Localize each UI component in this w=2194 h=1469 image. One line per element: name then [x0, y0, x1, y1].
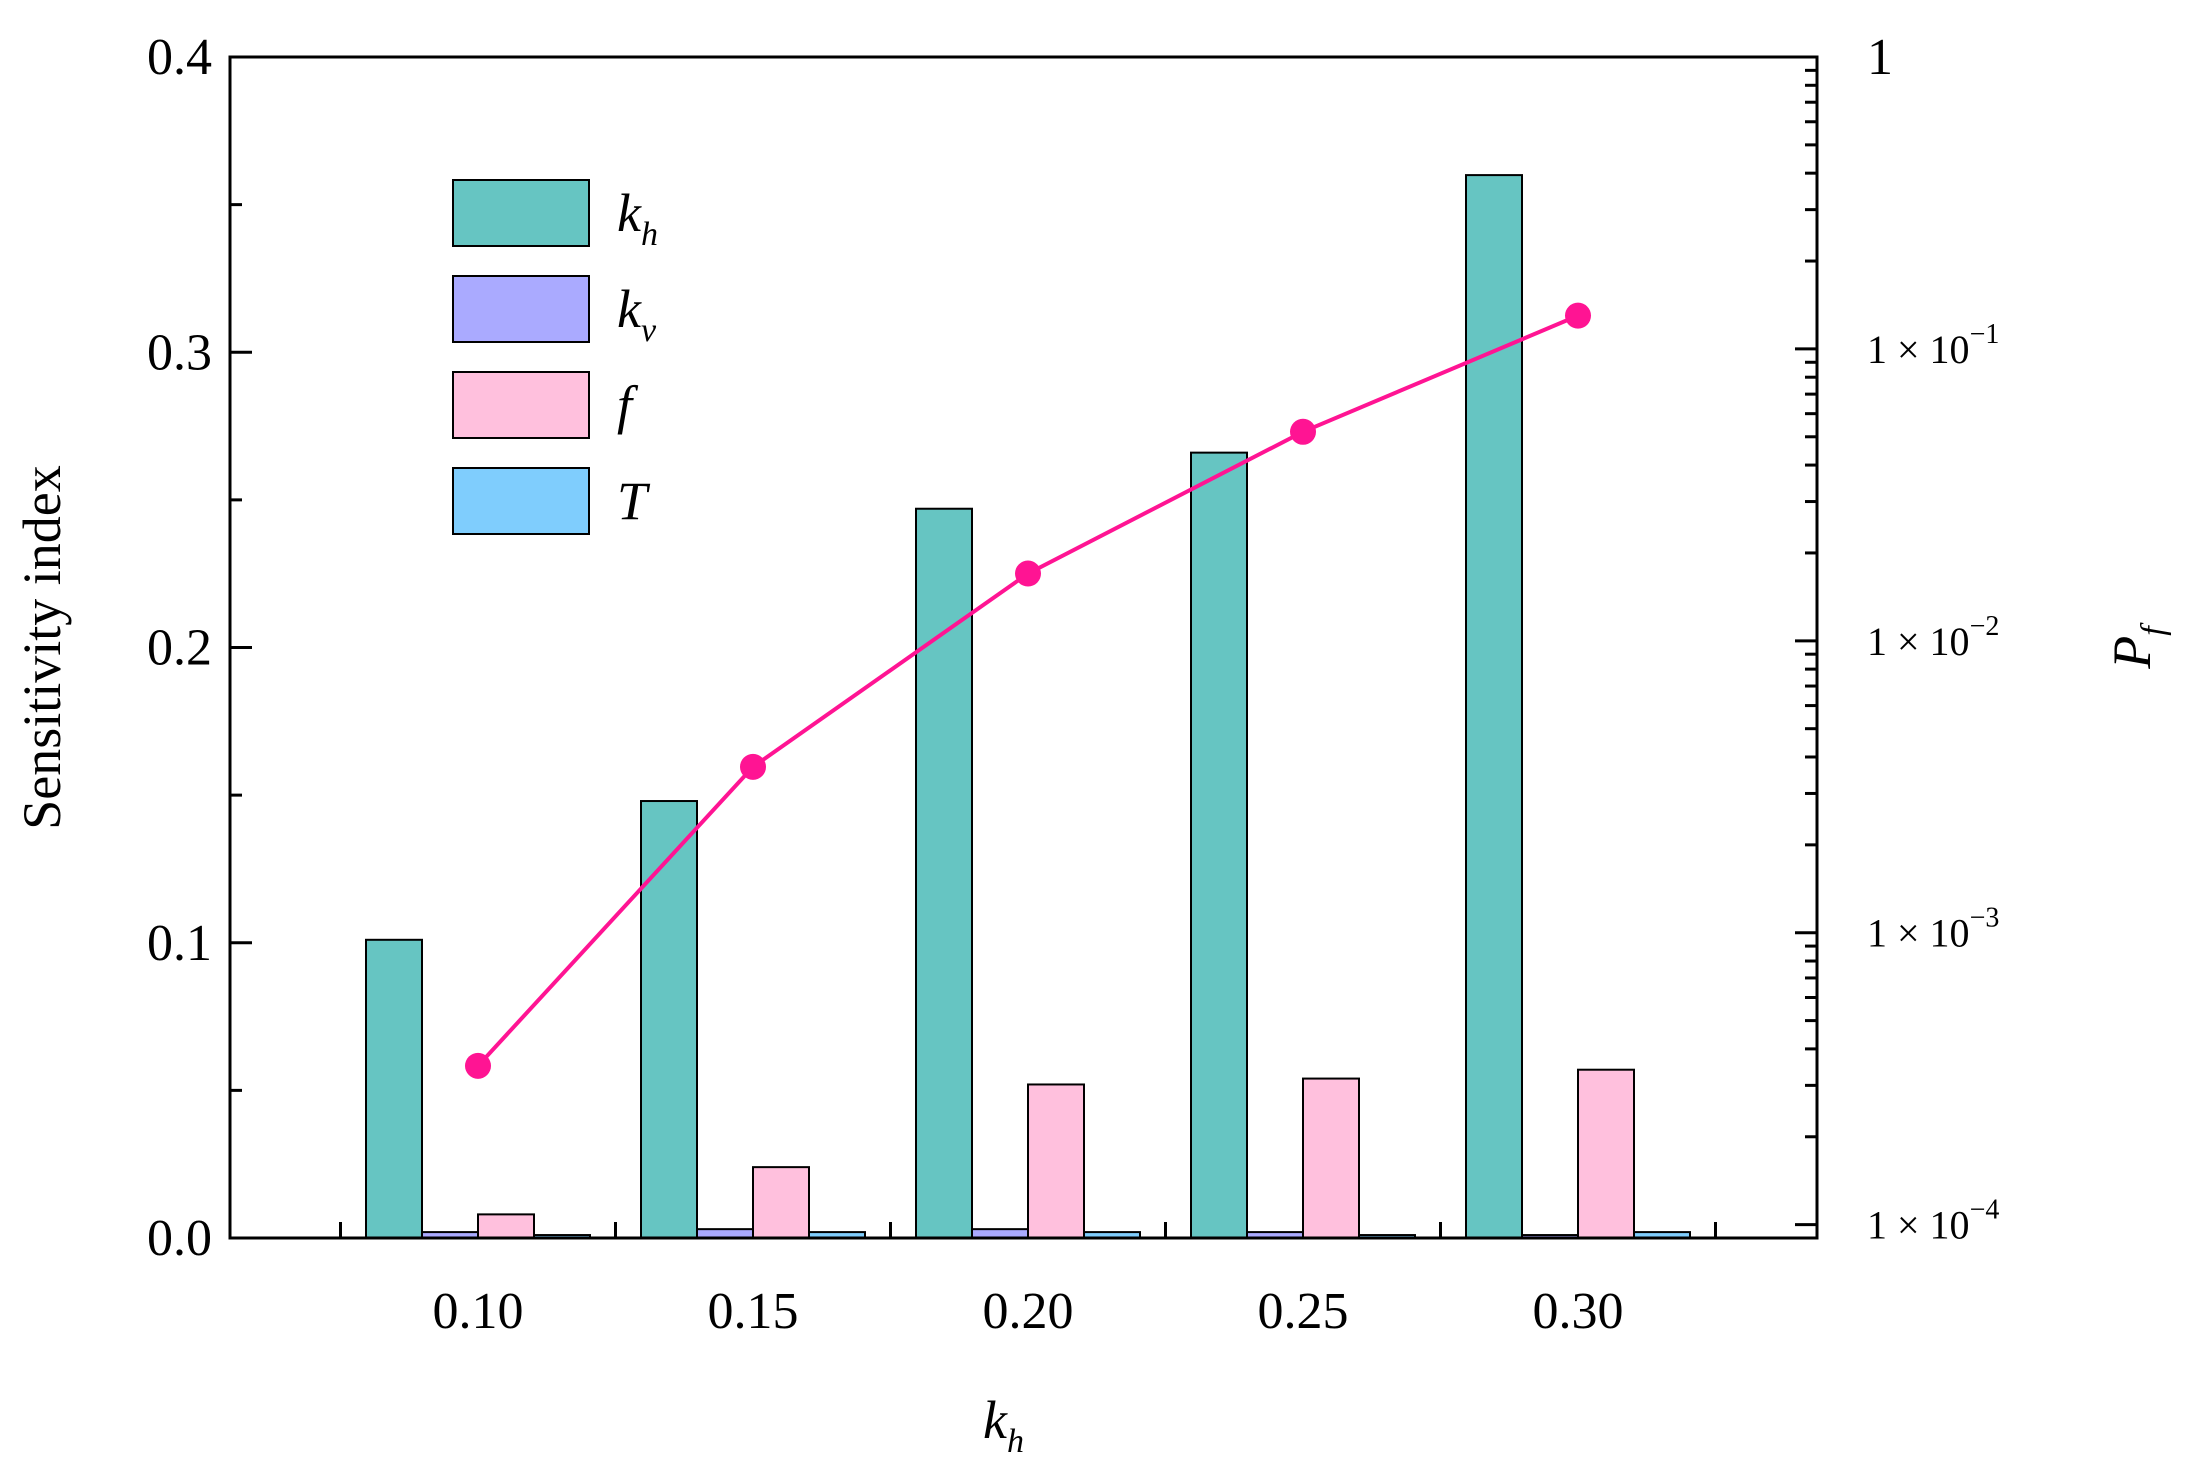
- right-tick-label: 1 × 10−1: [1867, 319, 1999, 372]
- right-tick-label: 1: [1867, 29, 1893, 86]
- x-tick-label: 0.30: [1533, 1283, 1624, 1340]
- x-axis-title-sub: h: [1007, 1423, 1024, 1460]
- legend-label-T: T: [617, 471, 651, 531]
- left-tick-label: 0.0: [147, 1210, 212, 1267]
- right-y-axis: 1 1 × 10−1 1 × 10−2 1 × 10−3 1 × 10−4: [1795, 29, 1999, 1248]
- bar-f-0.25: [1302, 1077, 1360, 1239]
- left-y-axis: 0.0 0.1 0.2 0.3 0.4: [147, 29, 252, 1267]
- left-tick-label: 0.1: [147, 915, 212, 972]
- x-axis: 0.10 0.15 0.20 0.25 0.30: [339, 1222, 1717, 1340]
- x-tick-label: 0.15: [708, 1283, 799, 1340]
- pf-line-layer: [465, 302, 1591, 1079]
- x-tick-label: 0.10: [433, 1283, 524, 1340]
- legend: kh kv fT: [452, 179, 658, 535]
- legend-swatch-T: [452, 467, 590, 535]
- right-y-axis-title: Pf: [2102, 622, 2172, 670]
- legend-swatch-f: [452, 371, 590, 439]
- left-tick-label: 0.2: [147, 620, 212, 677]
- pf-point-0.15: [740, 753, 766, 780]
- bars-layer: [365, 174, 1691, 1240]
- legend-label-f: f: [617, 375, 639, 435]
- pf-point-0.25: [1290, 418, 1316, 445]
- pf-point-0.20: [1015, 560, 1041, 587]
- y-axis-title: Sensitivity index: [12, 465, 72, 830]
- bar-f-0.20: [1027, 1083, 1085, 1239]
- bar-k_h-0.10: [365, 938, 423, 1239]
- bar-f-0.10: [477, 1213, 535, 1240]
- legend-swatch-k_v: [452, 275, 590, 343]
- right-tick-label: 1 × 10−2: [1867, 611, 1999, 664]
- legend-swatch-k_h: [452, 179, 590, 247]
- bar-k_h-0.30: [1465, 174, 1523, 1240]
- right-y-axis-title-sub: f: [2135, 622, 2172, 636]
- right-tick-label: 1 × 10−4: [1867, 1195, 1999, 1248]
- right-y-axis-title-main: P: [2102, 636, 2162, 670]
- x-tick-label: 0.25: [1258, 1283, 1349, 1340]
- pf-point-0.10: [465, 1052, 491, 1079]
- bar-f-0.15: [752, 1166, 810, 1240]
- x-tick-label: 0.20: [983, 1283, 1074, 1340]
- x-axis-title: kh: [983, 1390, 1024, 1460]
- legend-label-k_v: kv: [617, 279, 657, 349]
- bar-f-0.30: [1577, 1068, 1635, 1240]
- x-axis-title-main: k: [983, 1390, 1008, 1450]
- pf-point-0.30: [1565, 302, 1591, 329]
- right-tick-label: 1 × 10−3: [1867, 903, 1999, 956]
- legend-label-k_h: kh: [617, 183, 658, 253]
- bar-k_h-0.25: [1190, 451, 1248, 1239]
- left-tick-label: 0.4: [147, 29, 212, 86]
- left-tick-label: 0.3: [147, 324, 212, 381]
- bar-k_h-0.15: [640, 800, 698, 1240]
